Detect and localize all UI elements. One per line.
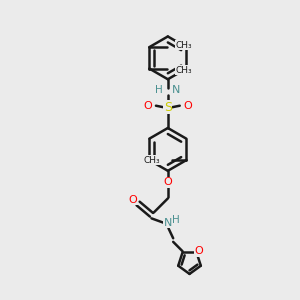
Text: CH₃: CH₃ [176, 66, 192, 75]
Text: O: O [184, 101, 192, 111]
Text: O: O [194, 246, 203, 256]
Text: H: H [172, 215, 180, 225]
Text: N: N [164, 218, 172, 228]
Text: S: S [164, 101, 172, 114]
Text: CH₃: CH₃ [144, 156, 160, 165]
Text: N: N [171, 85, 180, 95]
Text: O: O [128, 195, 137, 205]
Text: CH₃: CH₃ [176, 41, 192, 50]
Text: O: O [143, 101, 152, 111]
Text: H: H [155, 85, 163, 95]
Text: O: O [164, 177, 172, 187]
